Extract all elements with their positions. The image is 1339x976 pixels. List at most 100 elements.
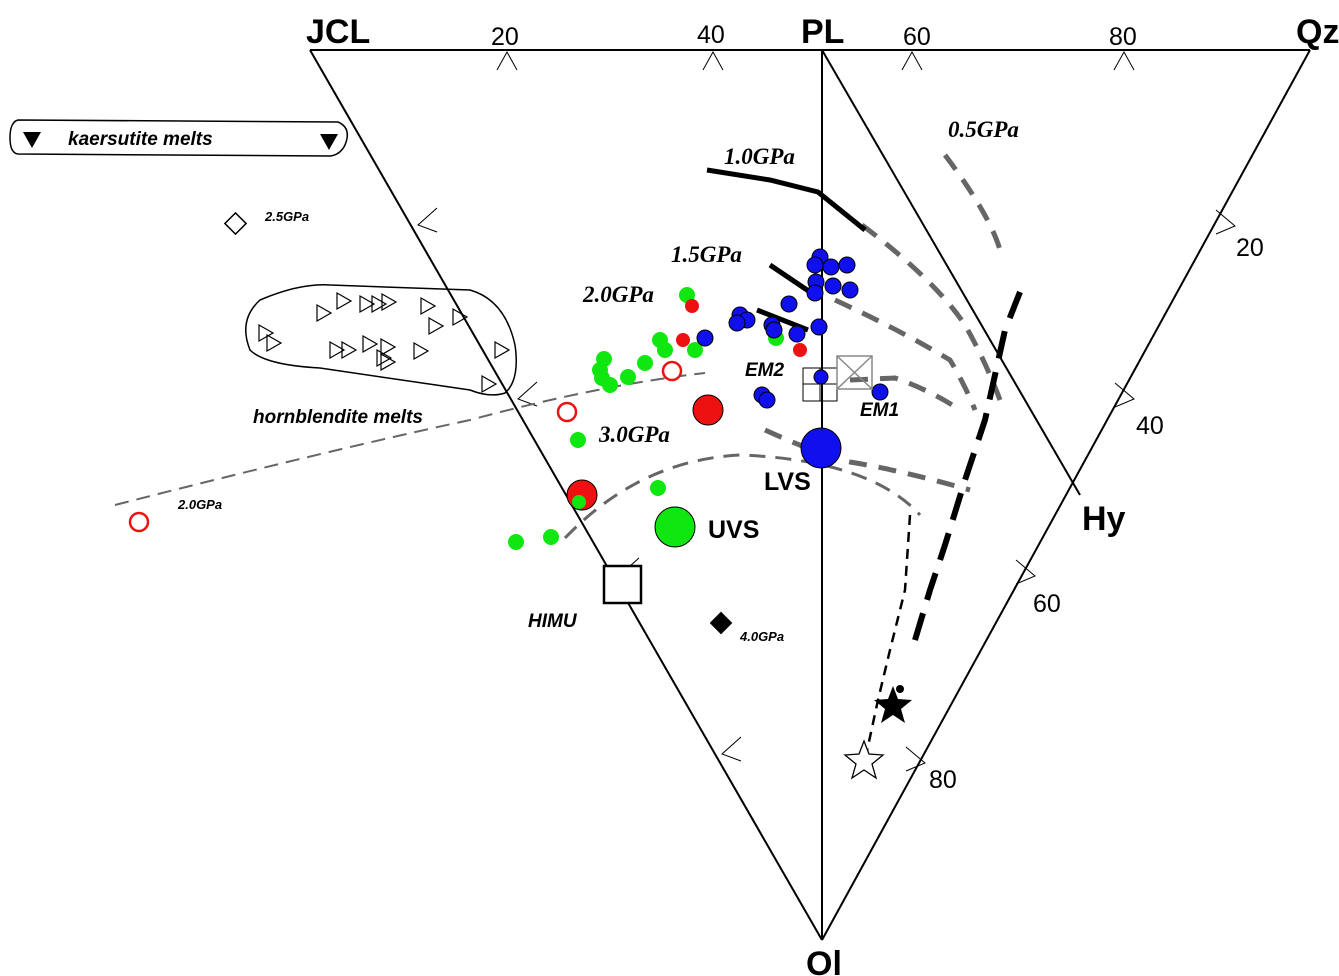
blue-point xyxy=(822,258,840,276)
kaersutite-outline xyxy=(9,119,349,157)
green-point xyxy=(570,432,586,448)
hornblendite-point xyxy=(428,316,445,336)
curve-1-5GPa xyxy=(768,262,812,295)
red-point-small xyxy=(793,343,807,357)
blue-point xyxy=(696,329,714,347)
green-point xyxy=(602,377,618,393)
kaersutite-label: kaersutite melts xyxy=(68,129,213,150)
green-point xyxy=(543,529,559,545)
star-open-marker xyxy=(843,739,885,780)
vertex-label-pl: PL xyxy=(801,13,844,51)
tick-label-right-80: 80 xyxy=(929,766,957,794)
kaersutite-point-1 xyxy=(23,132,41,148)
kaersutite-group: kaersutite melts xyxy=(9,119,349,157)
label-1-5GPa: 1.5GPa xyxy=(671,242,742,267)
label-em1: EM1 xyxy=(860,400,899,421)
hornblendite-point xyxy=(329,340,346,360)
tick-top-40 xyxy=(702,50,724,71)
blue-point xyxy=(824,277,842,295)
hornblendite-label: hornblendite melts xyxy=(253,407,423,428)
hornblendite-point xyxy=(266,333,283,353)
label-2-0GPa: 2.0GPa xyxy=(582,282,654,307)
diamond-open-label: 2.5GPa xyxy=(264,209,309,224)
green-point xyxy=(620,369,636,385)
hornblendite-point xyxy=(336,291,353,311)
gray-dashed-1GPa xyxy=(860,223,1003,401)
hornblendite-point xyxy=(362,334,379,354)
hornblendite-point xyxy=(481,374,498,394)
vertex-label-ol: Ol xyxy=(806,945,842,976)
gray-dashed-curves xyxy=(114,153,1003,540)
diamond-filled-marker xyxy=(709,611,733,635)
gray-dashed-lvs xyxy=(763,427,971,493)
em1-marker xyxy=(836,355,873,390)
hornblendite-point xyxy=(452,307,469,327)
left-edge xyxy=(309,49,823,941)
hornblendite-point xyxy=(376,348,393,368)
tick-right-20 xyxy=(1215,209,1236,235)
label-himu: HIMU xyxy=(528,611,578,632)
vertex-label-jcl: JCL xyxy=(306,13,370,51)
green-point xyxy=(650,480,666,496)
hornblendite-point xyxy=(316,303,333,323)
tick-label-top-80: 80 xyxy=(1109,23,1137,51)
hornblendite-outline xyxy=(245,284,517,396)
hornblendite-point xyxy=(371,294,388,314)
red-open-label: 2.0GPa xyxy=(177,497,222,512)
uvs-point xyxy=(654,506,696,548)
green-point xyxy=(508,534,524,550)
lvs-point xyxy=(800,427,842,469)
tick-label-right-40: 40 xyxy=(1136,412,1164,440)
blue-point xyxy=(806,256,824,274)
tick-top-60 xyxy=(901,50,923,71)
hornblendite-dashed-line xyxy=(114,372,706,506)
green-point xyxy=(679,287,695,303)
himu-marker xyxy=(602,564,643,605)
red-point-small xyxy=(676,333,690,347)
hornblendite-point xyxy=(380,337,397,357)
label-uvs: UVS xyxy=(708,516,759,544)
blue-point xyxy=(813,369,829,385)
gray-dashed-3GPa xyxy=(563,453,922,540)
em1-cross-b xyxy=(836,355,873,390)
green-point xyxy=(687,342,703,358)
blue-point xyxy=(841,281,859,299)
label-lvs: LVS xyxy=(764,468,811,496)
gray-dashed-0-5GPa xyxy=(942,153,1003,251)
tick-label-top-40: 40 xyxy=(697,21,725,49)
hornblendite-point xyxy=(494,340,511,360)
blue-point xyxy=(806,284,824,302)
tick-top-80 xyxy=(1113,50,1135,71)
kaersutite-point-2 xyxy=(320,134,338,150)
star-filled-marker xyxy=(874,686,912,723)
vertex-label-hy: Hy xyxy=(1082,500,1126,538)
green-point-overlay xyxy=(572,495,586,509)
hornblendite-triangles xyxy=(258,291,511,394)
red-point-large xyxy=(692,394,724,426)
tick-label-right-60: 60 xyxy=(1033,590,1061,618)
blue-point xyxy=(871,383,889,401)
blue-point xyxy=(810,318,828,336)
tick-label-top-20: 20 xyxy=(491,23,519,51)
blue-point xyxy=(838,256,856,274)
diamond-open-marker xyxy=(223,211,248,236)
tick-right-80 xyxy=(905,746,926,772)
hornblendite-point xyxy=(413,341,430,361)
diamond-filled-label: 4.0GPa xyxy=(739,629,784,644)
hornblendite-group: hornblendite melts xyxy=(245,284,517,428)
label-0-5GPa: 0.5GPa xyxy=(948,117,1019,142)
tick-right-40 xyxy=(1114,382,1135,408)
em1-box xyxy=(836,355,873,390)
blue-point xyxy=(728,314,746,332)
red-open-point xyxy=(661,360,683,382)
tick-top-20 xyxy=(496,50,518,71)
tick-left-4 xyxy=(721,736,742,762)
gray-dashed-1-5GPa xyxy=(833,297,978,411)
hornblendite-point xyxy=(380,352,397,372)
tick-left-1 xyxy=(417,207,438,233)
hornblendite-point xyxy=(258,323,275,343)
hornblendite-point xyxy=(359,294,376,314)
red-open-point xyxy=(556,401,578,423)
label-1-0GPa: 1.0GPa xyxy=(724,144,795,169)
